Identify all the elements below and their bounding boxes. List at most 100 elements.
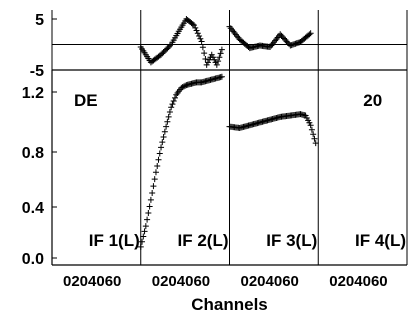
amplitude-point (159, 139, 166, 146)
phase-point (282, 36, 289, 43)
plot-marks (137, 16, 319, 250)
phase-point (215, 58, 222, 65)
phase-point (286, 41, 293, 48)
y-tick-label: 0.0 (22, 251, 44, 268)
phase-point (202, 56, 209, 63)
phase-point (203, 61, 210, 68)
amplitude-point (182, 82, 189, 89)
x-tick-label-group: 0204060 (329, 273, 387, 290)
phase-point (204, 59, 211, 66)
x-tick-label-group: 0204060 (152, 273, 210, 290)
y-tick-label: 0.4 (22, 200, 44, 217)
panel-label: IF 4(L) (355, 231, 406, 250)
phase-point (161, 47, 168, 54)
amplitude-point (163, 123, 170, 130)
amplitude-point (164, 118, 171, 125)
panel-label: IF 3(L) (266, 231, 317, 250)
amplitude-point (310, 131, 317, 138)
phase-point (163, 46, 170, 53)
phase-point (306, 31, 313, 38)
amplitude-point (158, 144, 165, 151)
panel-label: IF 2(L) (178, 231, 229, 250)
phase-point (165, 44, 172, 51)
amplitude-point (311, 135, 318, 142)
amplitude-point (161, 128, 168, 135)
amplitude-point (151, 176, 158, 183)
plot-frame (51, 10, 408, 266)
amplitude-point (218, 73, 225, 80)
amplitude-point (169, 101, 176, 108)
phase-point (166, 42, 173, 49)
phase-point (160, 49, 167, 56)
amplitude-point (149, 189, 156, 196)
amplitude-point (147, 196, 154, 203)
phase-point (218, 46, 225, 53)
phase-point (192, 24, 199, 31)
phase-point (193, 27, 200, 34)
panel-label: IF 1(L) (89, 231, 140, 250)
amplitude-point (137, 243, 144, 250)
amplitude-point (152, 169, 159, 176)
phase-point (283, 38, 290, 45)
phase-point (284, 39, 291, 46)
phase-point (210, 54, 217, 61)
amplitude-point (156, 150, 163, 157)
phase-point (194, 30, 201, 37)
phase-point (164, 45, 171, 52)
phase-point (201, 50, 208, 57)
x-tick-label-group: 0204060 (63, 273, 121, 290)
amplitude-point (308, 126, 315, 133)
amplitude-point (168, 104, 175, 111)
y-tick-label: 1.2 (22, 85, 44, 102)
y-tick-label: 5 (35, 12, 44, 29)
phase-point (213, 61, 220, 68)
plot-labels: 5 -5 1.2 0.8 0.4 0.0 0204060 0204060 0204060 0204… (22, 12, 406, 314)
phase-point (217, 50, 224, 57)
phase-point (197, 35, 204, 42)
amplitude-point (180, 83, 187, 90)
annotation-de: DE (74, 91, 98, 110)
amplitude-point (307, 122, 314, 129)
y-tick-label: 0.8 (22, 145, 44, 162)
annotation-20: 20 (363, 91, 382, 110)
amplitude-point (150, 183, 157, 190)
phase-point (278, 32, 285, 39)
amplitude-point (140, 233, 147, 240)
amplitude-point (179, 84, 186, 91)
amplitude-point (160, 133, 167, 140)
phase-point (277, 31, 284, 38)
x-tick-label-group: 0204060 (241, 273, 299, 290)
amplitude-point (145, 210, 152, 217)
x-axis-label: Channels (191, 295, 268, 314)
y-tick-label: -5 (30, 63, 44, 80)
amplitude-point (165, 113, 172, 120)
phase-point (208, 51, 215, 58)
amplitude-point (144, 216, 151, 223)
phase-point (211, 56, 218, 63)
phase-point (212, 59, 219, 66)
amplitude-point (312, 140, 319, 147)
phase-point (191, 22, 197, 29)
phase-point (159, 50, 166, 57)
amplitude-point (139, 238, 146, 245)
amplitude-point (142, 223, 149, 230)
amplitude-point (154, 163, 161, 170)
amplitude-point (166, 109, 173, 116)
phase-point (196, 33, 203, 39)
amplitude-point (155, 156, 162, 163)
phase-point (158, 51, 165, 58)
phase-point (206, 56, 213, 63)
amplitude-point (141, 228, 148, 235)
phase-point (307, 30, 314, 37)
phase-point (189, 21, 196, 28)
phase-point (281, 35, 288, 42)
phase-point (216, 54, 223, 61)
amplitude-point (146, 203, 153, 210)
amplitude-point (170, 97, 177, 104)
phase-point (199, 44, 206, 51)
phase-point (279, 34, 286, 41)
amplitude-point (178, 84, 185, 91)
amplitude-point (171, 94, 178, 101)
phase-point (198, 38, 205, 45)
